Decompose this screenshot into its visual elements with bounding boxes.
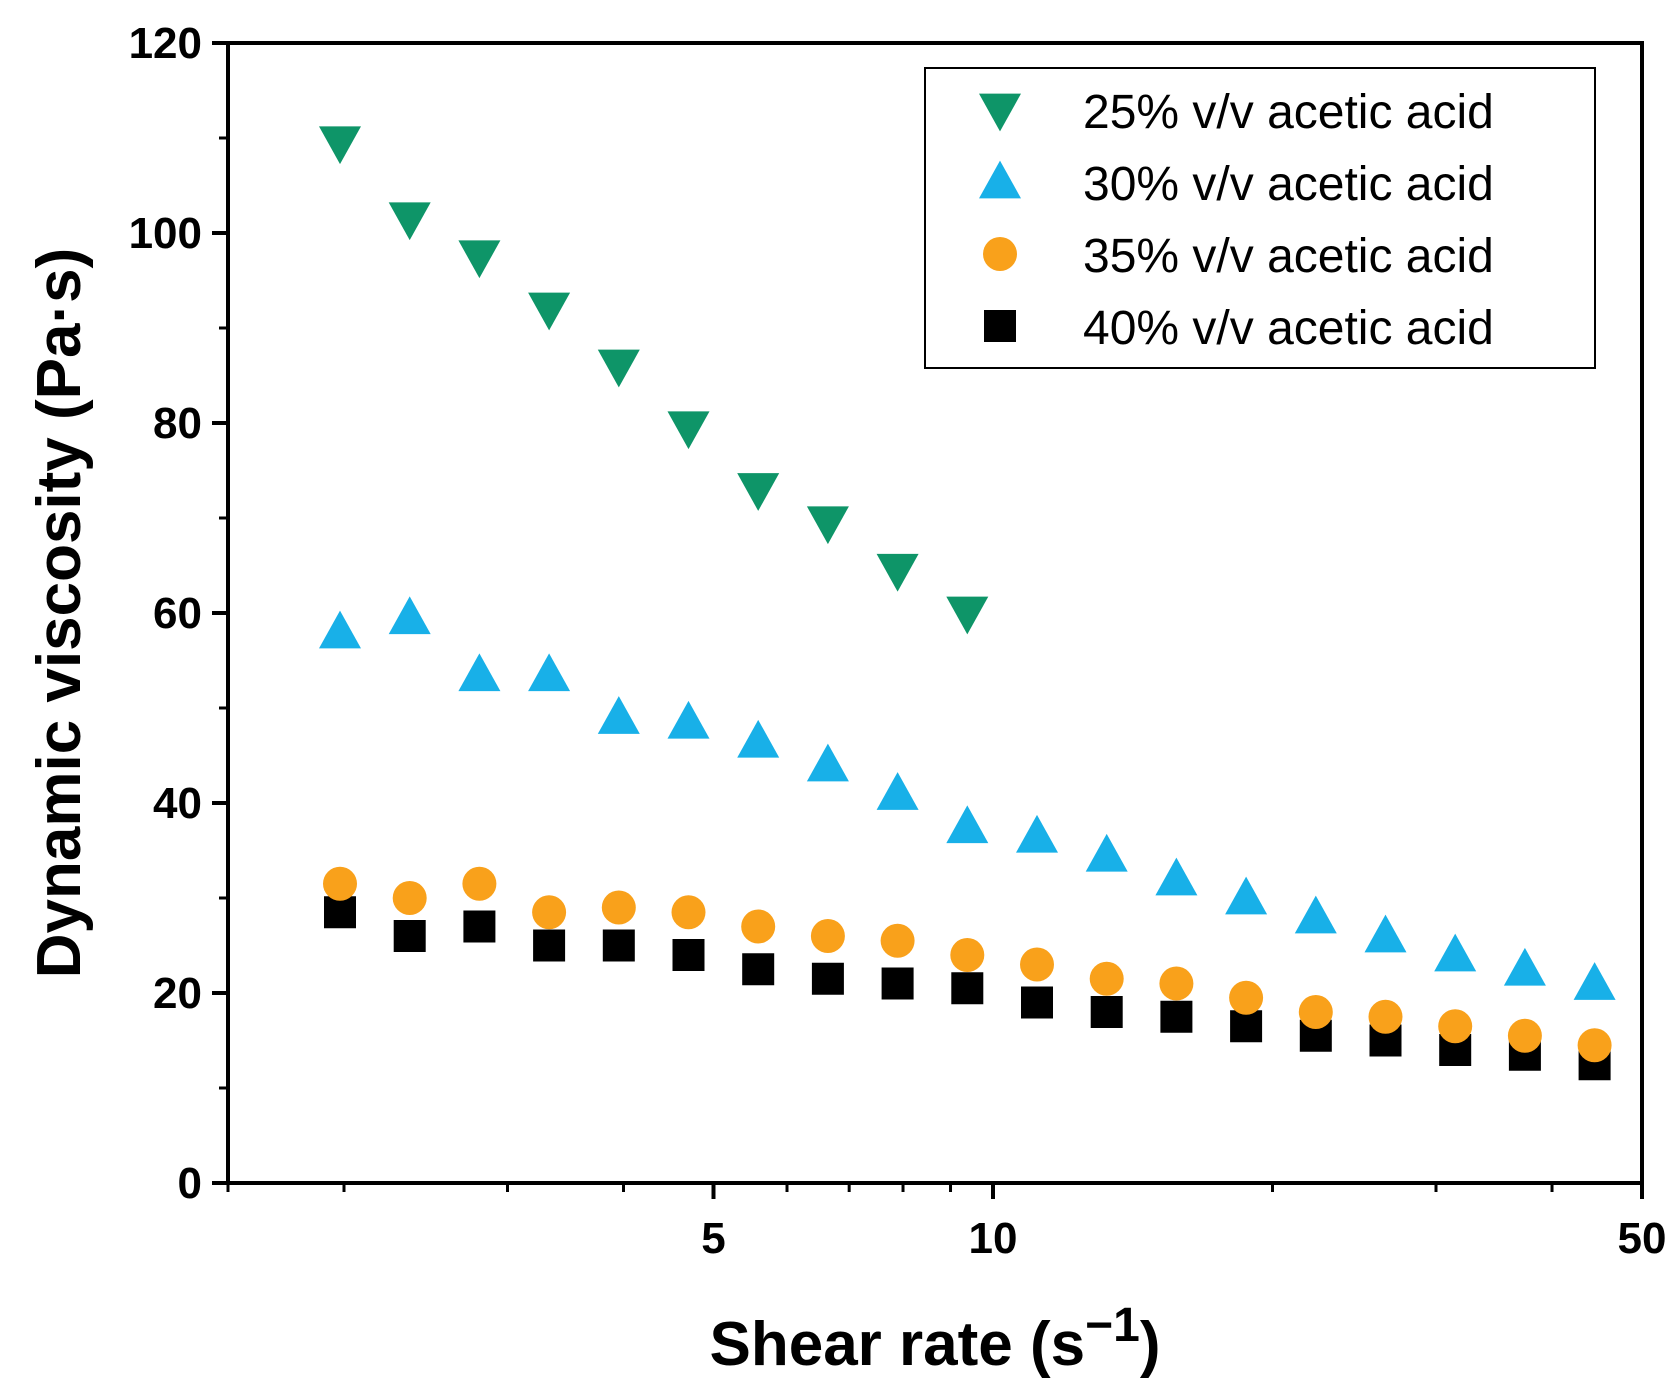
legend-label: 40% v/v acetic acid <box>1083 302 1494 355</box>
data-point <box>806 506 849 545</box>
data-point <box>1503 947 1546 986</box>
data-point <box>876 772 919 810</box>
data-point <box>1230 1010 1263 1043</box>
legend-item: 35% v/v acetic acid <box>983 230 1494 283</box>
data-point <box>1229 980 1264 1015</box>
data-point <box>1368 999 1403 1034</box>
data-point <box>737 473 780 511</box>
data-point <box>806 743 849 782</box>
data-point <box>1085 833 1128 872</box>
series-triangle-down <box>319 126 989 635</box>
legend-marker <box>984 310 1016 342</box>
y-axis-title: Dynamic viscosity (Pa·s) <box>25 248 94 979</box>
legend-marker <box>979 160 1021 199</box>
data-point <box>1438 1009 1473 1044</box>
data-point <box>458 653 501 692</box>
data-point <box>876 553 919 592</box>
data-point <box>1160 1000 1193 1033</box>
data-point <box>601 890 636 925</box>
data-point <box>1020 947 1054 982</box>
data-point <box>1155 857 1198 896</box>
y-tick-label: 40 <box>153 779 202 828</box>
data-point <box>319 126 361 165</box>
data-point <box>1364 914 1407 953</box>
y-tick-label: 20 <box>153 969 202 1018</box>
data-point <box>667 700 710 739</box>
legend: 25% v/v acetic acid 30% v/v acetic acid 35… <box>924 67 1596 369</box>
data-point <box>946 596 989 635</box>
data-point <box>602 929 635 962</box>
data-point <box>388 202 431 241</box>
x-axis-title-superscript: −1 <box>1085 1299 1140 1352</box>
data-point <box>811 962 844 995</box>
x-tick-label: 5 <box>701 1214 725 1263</box>
legend-label: 35% v/v acetic acid <box>1083 230 1494 283</box>
legend-item: 30% v/v acetic acid <box>979 158 1494 211</box>
data-point <box>1089 961 1124 996</box>
legend-label: 25% v/v acetic acid <box>1083 86 1494 139</box>
data-point <box>1298 995 1333 1029</box>
data-point <box>810 919 845 953</box>
data-point <box>946 805 989 844</box>
data-point <box>672 939 705 971</box>
x-axis-title-main: Shear rate (s <box>709 1310 1085 1379</box>
data-point <box>950 938 985 972</box>
data-point <box>1434 933 1477 972</box>
x-axis-title: Shear rate (s−1) <box>709 1299 1160 1379</box>
data-point <box>388 596 431 635</box>
data-point <box>1090 996 1123 1028</box>
data-point <box>533 929 566 962</box>
data-point <box>462 866 497 901</box>
y-tick-label: 100 <box>129 209 202 258</box>
data-point <box>392 881 427 915</box>
data-point <box>1573 962 1616 1000</box>
data-point <box>951 972 984 1005</box>
legend-item: 40% v/v acetic acid <box>984 302 1494 355</box>
data-point <box>737 719 780 758</box>
data-point <box>319 610 361 649</box>
data-point <box>741 909 776 944</box>
data-point <box>528 292 571 331</box>
x-axis-title-close: ) <box>1140 1310 1161 1379</box>
data-point <box>532 895 567 930</box>
legend-item: 25% v/v acetic acid <box>979 86 1494 139</box>
data-point <box>1016 814 1058 853</box>
data-point <box>881 967 914 1000</box>
series-triangle-up <box>319 596 1616 1000</box>
data-point <box>528 653 571 692</box>
legend-marker <box>983 237 1017 271</box>
legend-label: 30% v/v acetic acid <box>1083 158 1494 211</box>
x-tick-label: 50 <box>1618 1214 1667 1263</box>
y-tick-label: 80 <box>153 399 202 448</box>
axis-ticks: 0 20 40 60 80 100 120 5 10 50 <box>129 19 1667 1263</box>
x-tick-label: 10 <box>969 1214 1018 1263</box>
data-point <box>667 411 710 450</box>
data-point <box>1294 895 1337 934</box>
data-point <box>1577 1028 1612 1063</box>
data-point <box>597 696 640 734</box>
series-circle <box>323 866 1612 1063</box>
data-point <box>323 866 357 901</box>
data-point <box>324 896 356 929</box>
y-tick-label: 60 <box>153 589 202 638</box>
data-point <box>1225 876 1268 915</box>
legend-box <box>924 67 1596 369</box>
data-point <box>393 920 426 952</box>
legend-marker <box>979 93 1021 132</box>
y-tick-label: 120 <box>129 19 202 68</box>
data-point <box>671 895 706 930</box>
data-point <box>463 910 496 943</box>
data-point <box>742 953 775 986</box>
data-marks <box>319 126 1616 1081</box>
data-point <box>1021 986 1053 1019</box>
data-point <box>1159 966 1194 1001</box>
data-point <box>1507 1018 1542 1053</box>
data-point <box>597 349 640 388</box>
data-point <box>458 240 501 279</box>
data-point <box>880 923 915 958</box>
y-tick-label: 0 <box>178 1159 202 1208</box>
